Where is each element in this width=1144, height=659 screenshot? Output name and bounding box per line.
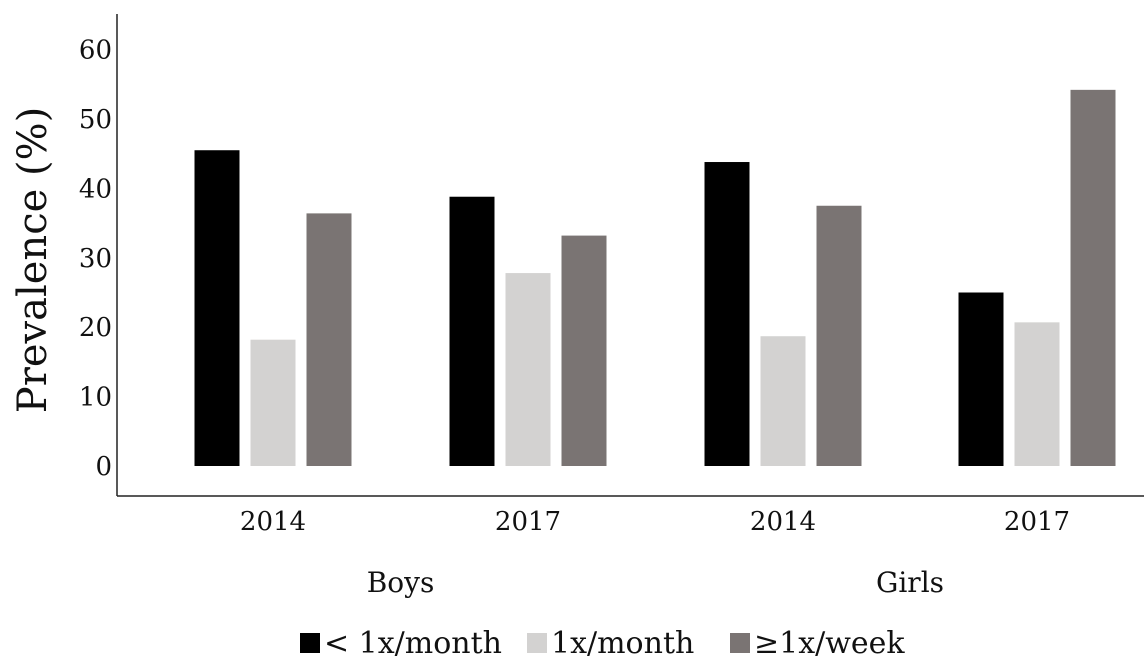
group-label: Boys	[367, 566, 435, 599]
bar	[704, 162, 750, 466]
y-tick-label: 10	[79, 383, 112, 413]
bar	[306, 213, 352, 466]
legend-swatch	[527, 633, 547, 653]
group-labels: Boys Girls	[367, 566, 944, 599]
bars	[194, 89, 1116, 467]
legend-label: ≥1x/week	[754, 626, 905, 659]
y-tick-label: 0	[95, 452, 112, 482]
y-tick-label: 40	[79, 174, 112, 204]
y-tick-label: 30	[79, 244, 112, 274]
legend-label: < 1x/month	[324, 626, 502, 659]
bar	[250, 339, 296, 466]
y-tick-label: 60	[79, 36, 112, 66]
y-tick-label: 20	[79, 313, 112, 343]
legend-label: 1x/month	[551, 626, 694, 659]
x-axis: 2014 2017 2014 2017	[117, 495, 1144, 537]
group-label: Girls	[876, 566, 944, 599]
bar	[760, 336, 806, 466]
legend: < 1x/month 1x/month ≥1x/week	[300, 626, 905, 659]
y-axis: 0 10 20 30 40 50 60	[79, 14, 118, 496]
legend-swatch	[730, 633, 750, 653]
x-tick-label: 2014	[240, 507, 306, 537]
x-tick-label: 2017	[495, 507, 561, 537]
bar	[505, 273, 551, 466]
bar	[449, 196, 495, 466]
y-axis-label: Prevalence (%)	[10, 107, 56, 413]
bar	[561, 235, 607, 466]
x-tick-label: 2017	[1004, 507, 1070, 537]
legend-swatch	[300, 633, 320, 653]
bar	[816, 205, 862, 466]
bar	[958, 292, 1004, 466]
y-tick-label: 50	[79, 105, 112, 135]
bar	[1014, 322, 1060, 466]
x-tick-label: 2014	[750, 507, 816, 537]
bar	[1070, 89, 1116, 467]
bar	[194, 150, 240, 467]
